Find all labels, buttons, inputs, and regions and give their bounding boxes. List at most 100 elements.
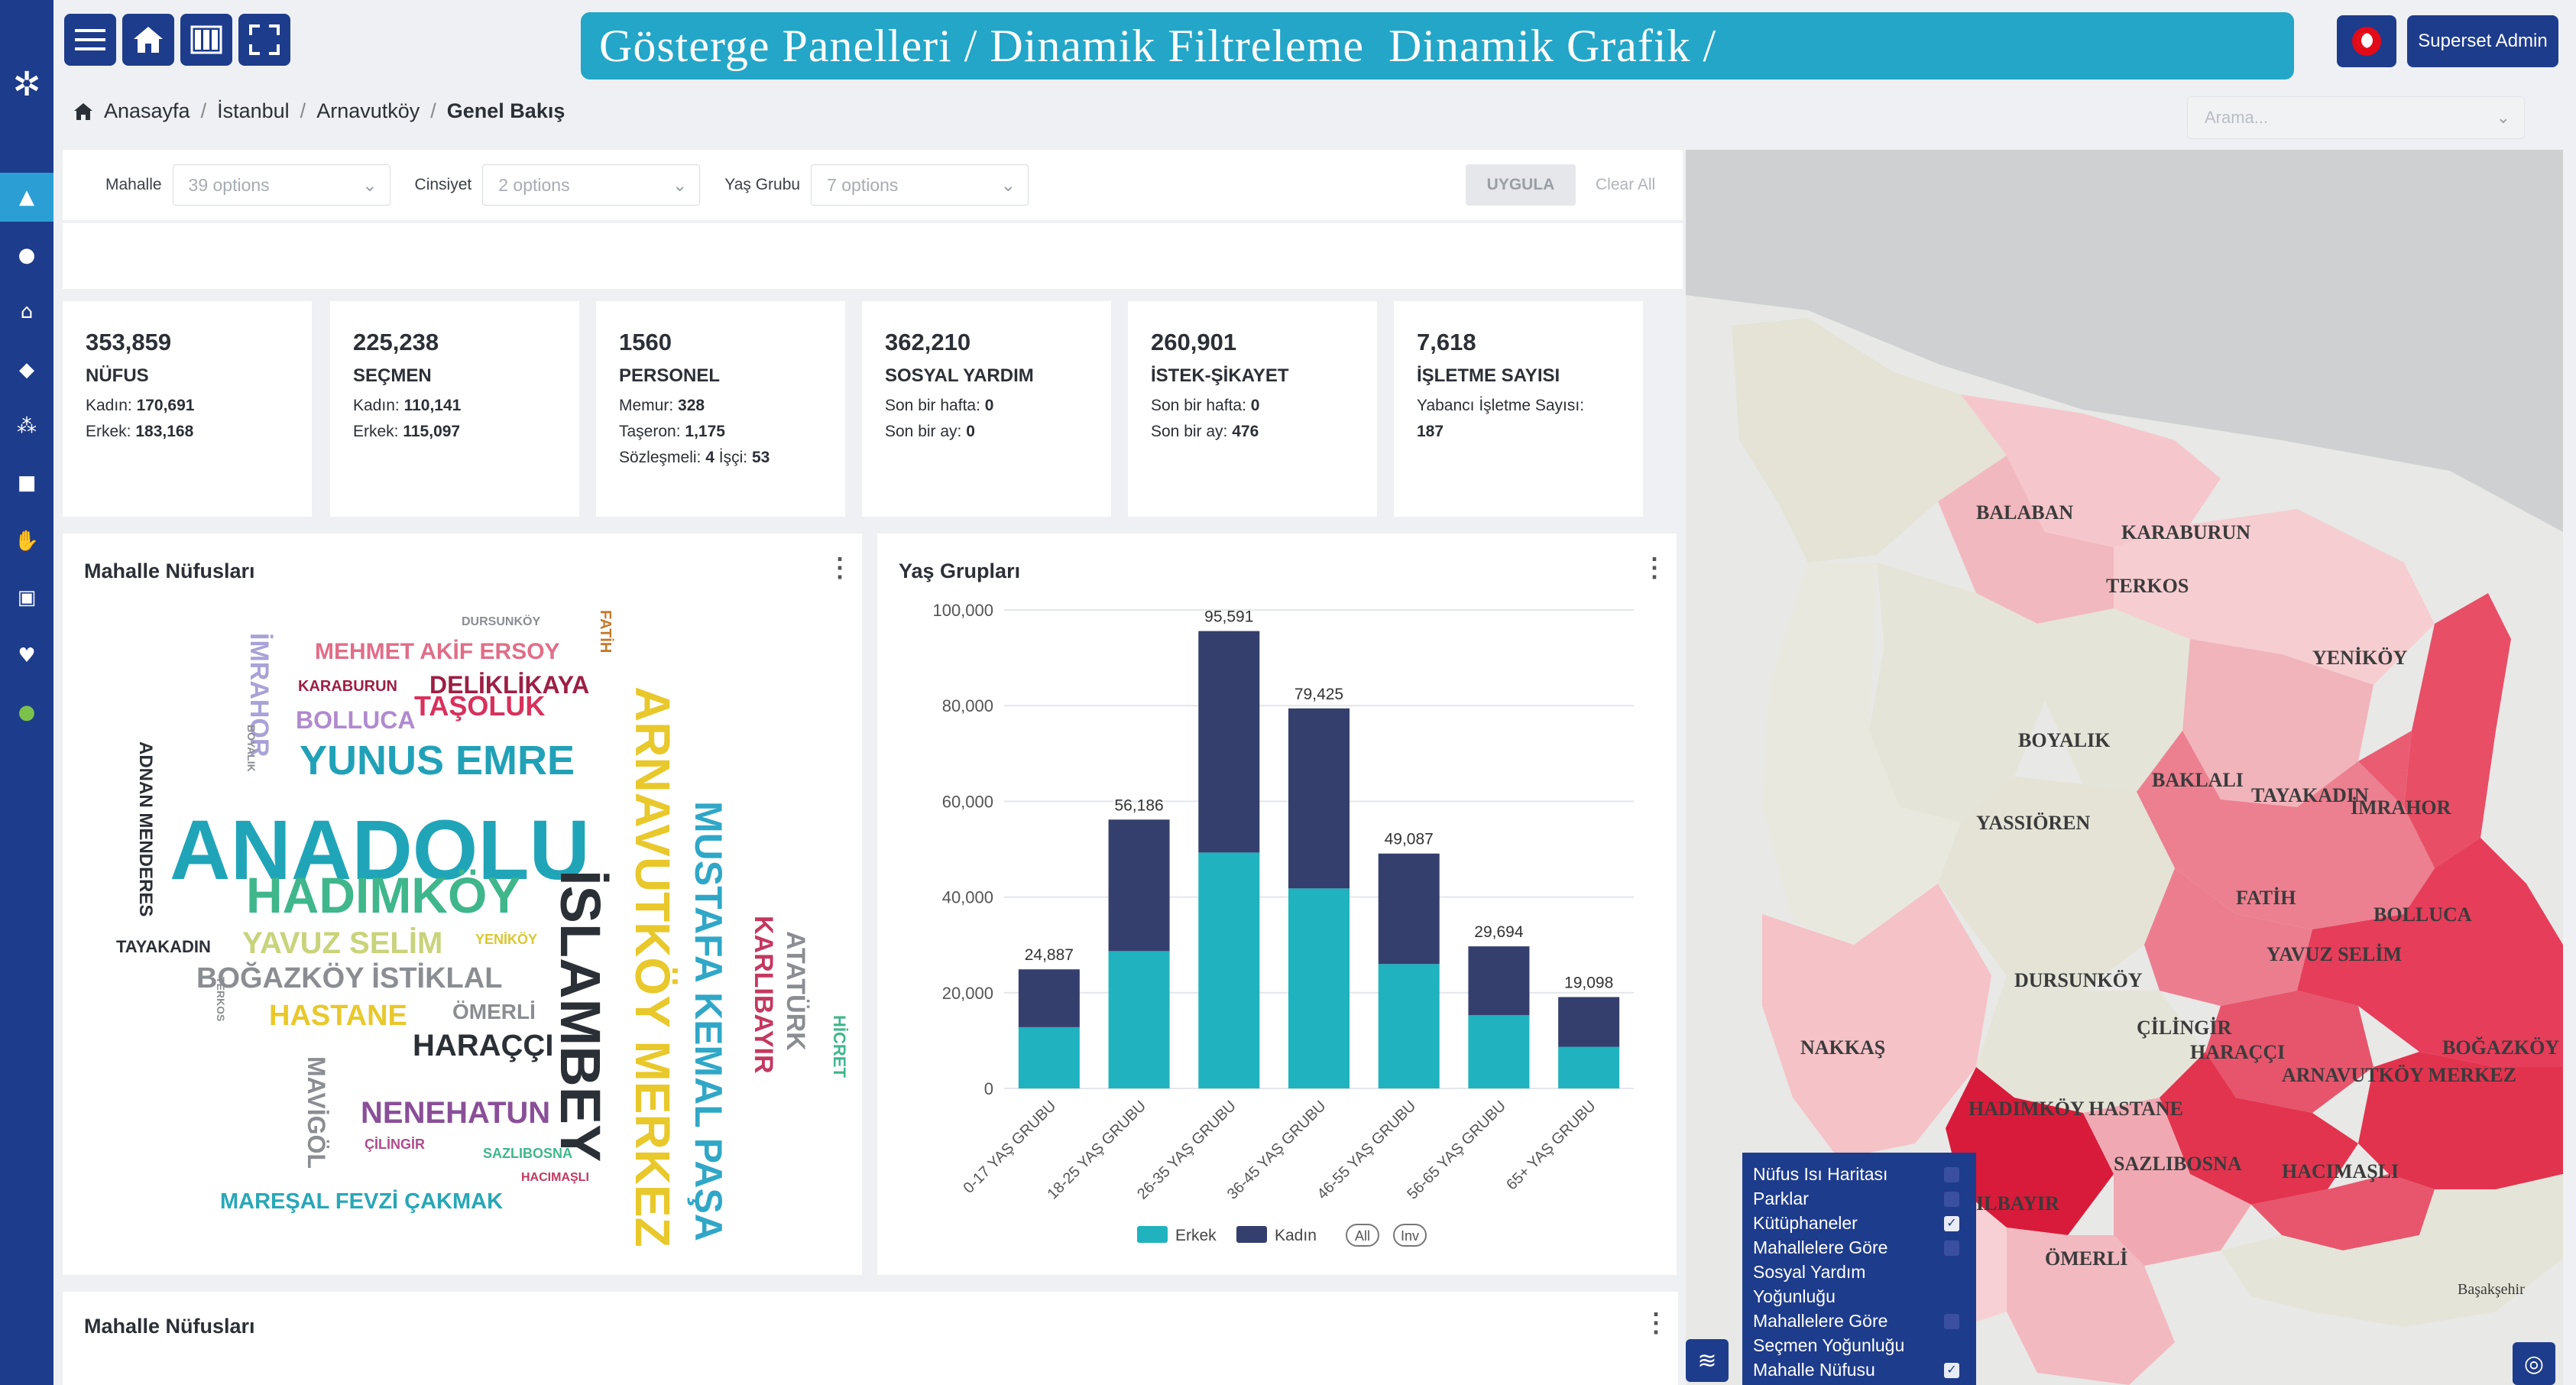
word-cloud-word[interactable]: ÖMERLİ	[452, 1000, 536, 1023]
apply-filters-button[interactable]: UYGULA	[1466, 164, 1576, 206]
word-cloud-word[interactable]: FATİH	[597, 610, 614, 654]
word-cloud-word[interactable]: HACIMAŞLI	[521, 1171, 589, 1184]
word-cloud-word[interactable]: HARAÇÇI	[413, 1029, 554, 1062]
region-hacimasli[interactable]	[2221, 1174, 2563, 1327]
panel-menu-icon[interactable]: ⋮	[827, 553, 853, 582]
legend-button-inv[interactable]	[1393, 1224, 1427, 1247]
choropleth-map[interactable]: BALABAN KARABURUN TERKOS YENİKÖY BOYALIK BAKL…	[1686, 150, 2563, 1385]
stat-card[interactable]: 362,210 SOSYAL YARDIM Son bir hafta: 0 Son …	[862, 301, 1111, 517]
panel-menu-icon[interactable]: ⋮	[1641, 553, 1667, 582]
sidebar-item-education[interactable]: ◆	[0, 345, 53, 394]
stat-card[interactable]: 353,859 NÜFUS Kadın: 170,691 Erkek: 183,168	[63, 301, 312, 517]
breadcrumb-district[interactable]: Arnavutköy	[316, 99, 420, 122]
word-cloud-word[interactable]: ARNAVUTKÖY MERKEZ	[625, 686, 680, 1247]
word-cloud-word[interactable]: YAVUZ SELİM	[242, 926, 443, 960]
search-input[interactable]: Arama... ⌄	[2187, 96, 2525, 139]
word-cloud-word[interactable]: İSLAMBEY	[549, 870, 612, 1163]
word-cloud-word[interactable]: BOLLUCA	[296, 706, 416, 734]
sidebar-item-transport[interactable]: ▣	[0, 573, 53, 622]
stat-card[interactable]: 225,238 SEÇMEN Kadın: 110,141 Erkek: 115,09…	[330, 301, 579, 517]
map-layer-item[interactable]: Nüfus Isı Haritası	[1753, 1162, 1976, 1186]
region-haracci[interactable]	[2160, 1052, 2358, 1205]
columns-button[interactable]	[180, 14, 232, 66]
stat-card[interactable]: 260,901 İSTEK-ŞİKAYET Son bir hafta: 0 Son …	[1128, 301, 1377, 517]
map-layer-checkbox[interactable]	[1944, 1241, 1959, 1256]
word-cloud-word[interactable]: BOĞAZKÖY İSTİKLAL	[196, 962, 503, 994]
region-imrahor[interactable]	[2358, 731, 2412, 807]
breadcrumb-city[interactable]: İstanbul	[217, 99, 290, 122]
sidebar-item-community[interactable]: ⌂	[0, 287, 53, 336]
word-cloud-word[interactable]: KARLIBAYIR	[749, 916, 778, 1074]
word-cloud-word[interactable]: YENİKÖY	[475, 932, 538, 947]
region-yavuz-selim[interactable]	[2205, 991, 2373, 1113]
map-layer-item[interactable]: Parklar	[1753, 1186, 1976, 1211]
region-imrahor-north[interactable]	[2404, 593, 2511, 868]
word-cloud-word[interactable]: DURSUNKÖY	[462, 615, 541, 628]
region-west[interactable]	[1762, 563, 1961, 945]
word-cloud-word[interactable]: ATATÜRK	[781, 931, 810, 1051]
clear-all-button[interactable]: Clear All	[1596, 176, 1656, 193]
word-cloud-word[interactable]: KARABURUN	[298, 678, 397, 695]
breadcrumb-home[interactable]: Anasayfa	[104, 99, 190, 122]
word-cloud-word[interactable]: MEHMET AKİF ERSOY	[315, 639, 560, 664]
region-hadimkoy-hastane[interactable]	[1946, 1067, 2114, 1235]
legend-button-all[interactable]	[1346, 1224, 1379, 1247]
word-cloud-word[interactable]: TERKOS	[215, 977, 227, 1022]
map-layer-item[interactable]: Mahallelere Göre	[1753, 1309, 1976, 1333]
word-cloud-word[interactable]: HİCRET	[830, 1015, 849, 1078]
word-cloud-word[interactable]: ANADOLU	[170, 803, 590, 897]
region-bogazkoy-istiklal[interactable]	[2358, 1052, 2563, 1189]
region-nakkas[interactable]	[1762, 884, 1991, 1159]
region-arnavutkoy-merkez[interactable]	[2251, 1174, 2435, 1250]
word-cloud-word[interactable]: MUSTAFA KEMAL PAŞA	[687, 801, 730, 1241]
map-layers-button[interactable]: ≋	[1686, 1339, 1729, 1382]
word-cloud-word[interactable]: DELİKLİKAYA	[429, 671, 590, 699]
region-cilingir[interactable]	[1976, 975, 2205, 1113]
map-layer-item[interactable]: Yoğunluğu	[1753, 1284, 1976, 1309]
panel-menu-icon[interactable]: ⋮	[1643, 1309, 1669, 1338]
word-cloud-word[interactable]: MAVİGÖL	[303, 1056, 330, 1169]
map-layer-item[interactable]: Sosyal Yardım	[1753, 1260, 1976, 1284]
word-cloud-word[interactable]: ÇİLİNGİR	[365, 1137, 425, 1152]
word-cloud-word[interactable]: ADNAN MENDERES	[135, 741, 156, 917]
stat-card[interactable]: 1560 PERSONEL Memur: 328 Taşeron: 1,175 Sözl…	[596, 301, 845, 517]
sidebar-item-support[interactable]: ✋	[0, 517, 53, 566]
map-layer-checkbox[interactable]	[1944, 1314, 1959, 1329]
word-cloud-word[interactable]: HADIMKÖY	[246, 867, 521, 923]
region-baklali[interactable]	[2182, 639, 2373, 807]
home-icon[interactable]	[73, 102, 93, 121]
sidebar-item-overview[interactable]: ▲	[0, 173, 53, 222]
map-layer-checkbox[interactable]: ✓	[1944, 1363, 1959, 1378]
word-cloud-word[interactable]: İMRAHOR	[245, 633, 274, 757]
map-layer-checkbox[interactable]	[1944, 1167, 1959, 1182]
map-layer-item[interactable]: Mahalle Nüfusu ✓	[1753, 1357, 1976, 1382]
region-boyalik[interactable]	[1869, 563, 2045, 822]
sidebar-item-environment[interactable]: ●	[0, 688, 53, 737]
region-yenikoy[interactable]	[2114, 509, 2435, 685]
map-layer-item[interactable]: Mahallelere Göre	[1753, 1235, 1976, 1260]
word-cloud-word[interactable]: YUNUS EMRE	[300, 738, 575, 783]
word-cloud-word[interactable]: MAREŞAL FEVZİ ÇAKMAK	[220, 1189, 504, 1214]
word-cloud-word[interactable]: TAŞOLUK	[414, 690, 546, 722]
map-layer-checkbox[interactable]	[1944, 1192, 1959, 1207]
map-layer-item[interactable]: Seçmen Yoğunluğu	[1753, 1333, 1976, 1357]
map-layer-checkbox[interactable]: ✓	[1944, 1216, 1959, 1231]
map-canvas[interactable]	[1686, 150, 2563, 1385]
sidebar-item-health[interactable]: ♥	[0, 631, 53, 680]
region-sazlibosna[interactable]	[2083, 1098, 2251, 1266]
language-button[interactable]	[2337, 15, 2396, 67]
region-terkos[interactable]	[1938, 456, 2114, 624]
region-bolluca[interactable]	[2297, 838, 2563, 1067]
word-cloud-word[interactable]: BOYALIK	[245, 725, 258, 772]
word-cloud-word[interactable]: HASTANE	[269, 1000, 407, 1032]
sidebar-item-people[interactable]: ●	[0, 231, 53, 280]
home-button[interactable]	[122, 14, 174, 66]
stat-card[interactable]: 7,618 İŞLETME SAYISI Yabancı İşletme Sayıs…	[1394, 301, 1643, 517]
region-fatih[interactable]	[2144, 868, 2312, 1006]
map-screenshot-button[interactable]: ◎	[2513, 1342, 2555, 1385]
filter-select-yas-grubu[interactable]: 7 options ⌄	[811, 164, 1029, 206]
user-menu-button[interactable]: Superset Admin	[2407, 15, 2558, 67]
word-cloud-word[interactable]: SAZLIBOSNA	[483, 1146, 572, 1161]
filter-select-mahalle[interactable]: 39 options ⌄	[172, 164, 390, 206]
fullscreen-button[interactable]	[238, 14, 290, 66]
